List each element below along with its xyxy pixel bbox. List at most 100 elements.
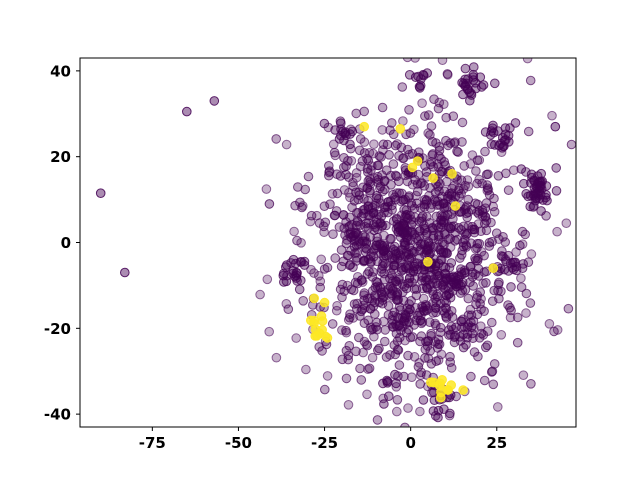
scatter-point [432,159,443,169]
scatter-point [489,359,500,369]
scatter-point [503,185,514,195]
scatter-point [364,148,375,158]
scatter-point [330,150,341,161]
scatter-point [458,237,468,248]
scatter-point [425,183,435,193]
scatter-point [377,102,388,113]
scatter-point [428,298,438,309]
scatter-point [445,351,455,362]
scatter-point [404,149,414,160]
x-tick-label: -50 [225,434,252,452]
scatter-point [476,247,487,257]
scatter-point [457,137,467,147]
scatter-point [423,110,434,120]
scatter-point [466,90,477,100]
scatter-point [486,139,497,149]
y-tick-label: -40 [44,406,71,424]
scatter-point [355,363,365,374]
scatter-point [373,160,384,171]
scatter-point [518,259,529,269]
scatter-point [434,97,445,108]
scatter-point [298,201,308,211]
scatter-point [398,316,409,326]
scatter-point [319,201,330,211]
scatter-point [468,72,479,82]
scatter-point [392,406,402,417]
scatter-point [120,267,130,278]
scatter-point [455,332,465,342]
scatter-point [367,272,378,282]
scatter-point [394,273,404,283]
scatter-point [342,280,353,291]
scatter-point [472,238,483,249]
scatter-point [365,187,375,198]
scatter-point [452,175,463,185]
scatter-point [517,226,528,237]
scatter-point [261,184,272,194]
scatter-point [434,339,445,350]
scatter-point [419,265,429,275]
scatter-point [397,82,408,92]
scatter-point [375,183,385,194]
scatter-point [330,125,340,135]
scatter-point [474,174,484,185]
scatter-point [433,405,444,416]
scatter-point [529,175,539,185]
scatter-point [334,134,345,144]
scatter-point [367,161,377,171]
scatter-point [347,219,357,230]
scatter-point [385,281,395,292]
scatter-point [466,310,477,321]
scatter-point [255,289,265,300]
scatter-point [496,286,506,297]
scatter-point [359,336,370,347]
scatter-point [278,268,289,279]
scatter-point [296,238,306,248]
scatter-point [469,227,480,238]
scatter-point [544,319,555,329]
scatter-point [405,332,416,343]
scatter-point [314,271,324,281]
scatter-point [399,221,410,232]
scatter-point [480,212,491,222]
scatter-point [337,325,347,335]
scatter-point [387,322,398,332]
scatter-point [337,354,348,365]
scatter-point [406,311,416,321]
scatter-point [306,264,316,275]
scatter-point [392,188,402,198]
scatter-point [457,322,467,333]
scatter-point [419,199,430,210]
scatter-point [423,353,434,364]
scatter-point [467,328,478,339]
scatter-point [507,430,516,439]
scatter-point [433,412,443,423]
scatter-point [365,322,376,333]
y-tick-label: 0 [61,234,71,252]
scatter-point [369,139,379,149]
scatter-point [471,255,481,266]
scatter-point [436,247,447,258]
scatter-point [389,307,400,318]
scatter-point [383,261,394,271]
scatter-point [386,252,397,263]
scatter-point [561,218,572,228]
scatter-point [400,422,410,427]
scatter-point [303,171,314,182]
scatter-point [365,179,376,190]
scatter-point [472,207,483,217]
scatter-point [352,247,362,258]
scatter-point [510,257,521,268]
scatter-point [441,313,452,323]
scatter-point [416,203,426,213]
scatter-point [361,238,372,249]
scatter-point [355,220,366,230]
scatter-point [344,341,355,351]
scatter-point [402,232,412,242]
scatter-point [356,375,367,385]
scatter-point [490,78,500,89]
scatter-point [476,304,486,315]
scatter-point [450,137,460,147]
scatter-point [423,257,433,267]
scatter-point [320,384,330,395]
